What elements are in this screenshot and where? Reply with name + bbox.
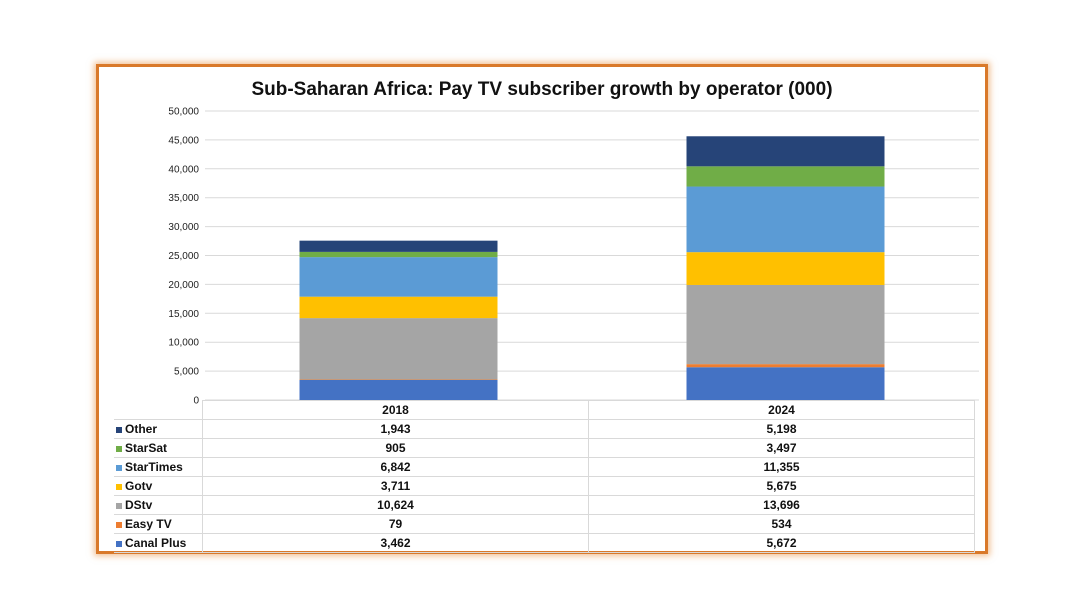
legend-key-dstv <box>116 502 122 509</box>
row-label-text: DStv <box>125 498 153 512</box>
data-table-header-row: 2018 2024 <box>114 400 975 420</box>
bar-segment-canal-plus-2024 <box>686 367 885 400</box>
y-tick-label: 15,000 <box>168 309 199 320</box>
data-table-row-starsat: StarSat 905 3,497 <box>114 438 975 458</box>
data-table-row-gotv: Gotv 3,711 5,675 <box>114 476 975 496</box>
row-label-canal-plus: Canal Plus <box>114 533 203 553</box>
row-label-text: Other <box>125 422 158 436</box>
y-tick-label: 0 <box>193 396 199 407</box>
data-table-row-other: Other 1,943 5,198 <box>114 419 975 439</box>
cell-other-2018: 1,943 <box>202 419 589 439</box>
y-tick-label: 35,000 <box>168 193 199 204</box>
y-tick-label: 50,000 <box>168 107 199 118</box>
row-label-text: StarSat <box>125 441 168 455</box>
data-table-row-canal-plus: Canal Plus 3,462 5,672 <box>114 533 975 553</box>
y-tick-label: 40,000 <box>168 164 199 175</box>
legend-key-startimes <box>116 464 122 471</box>
chart-frame: Sub-Saharan Africa: Pay TV subscriber gr… <box>96 64 988 554</box>
row-label-dstv: DStv <box>114 495 203 515</box>
cell-canal-plus-2018: 3,462 <box>202 533 589 553</box>
data-table-row-dstv: DStv 10,624 13,696 <box>114 495 975 515</box>
cell-starsat-2024: 3,497 <box>588 438 975 458</box>
legend-key-other <box>116 426 122 433</box>
y-tick-label: 45,000 <box>168 135 199 146</box>
stacked-bar-chart: 0 5,000 10,000 15,000 20,000 25,000 30,000 35,0… <box>168 107 979 407</box>
cell-easy-tv-2018: 79 <box>202 514 589 534</box>
cell-dstv-2018: 10,624 <box>202 495 589 515</box>
row-label-text: Easy TV <box>125 517 172 531</box>
row-label-startimes: StarTimes <box>114 457 203 477</box>
cell-starsat-2018: 905 <box>202 438 589 458</box>
cell-gotv-2018: 3,711 <box>202 476 589 496</box>
row-label-text: Canal Plus <box>125 536 187 550</box>
data-table: 2018 2024 Other 1,943 5,198 StarSat 905 … <box>114 400 975 553</box>
bar-segment-other-2018 <box>299 240 498 252</box>
bar-segment-dstv-2018 <box>299 318 498 380</box>
cell-other-2024: 5,198 <box>588 419 975 439</box>
legend-key-gotv <box>116 483 122 490</box>
y-tick-label: 5,000 <box>174 367 199 378</box>
y-tick-label: 25,000 <box>168 251 199 262</box>
legend-key-starsat <box>116 445 122 452</box>
bar-segment-startimes-2018 <box>299 257 498 297</box>
legend-key-canal-plus <box>116 540 122 547</box>
y-tick-label: 20,000 <box>168 280 199 291</box>
data-table-corner <box>114 401 203 420</box>
row-label-gotv: Gotv <box>114 476 203 496</box>
cell-canal-plus-2024: 5,672 <box>588 533 975 553</box>
cell-easy-tv-2024: 534 <box>588 514 975 534</box>
chart-title: Sub-Saharan Africa: Pay TV subscriber gr… <box>251 79 833 100</box>
legend-key-easy-tv <box>116 521 122 528</box>
bar-segment-canal-plus-2018 <box>299 379 498 400</box>
data-table-header-2018: 2018 <box>202 400 589 420</box>
y-tick-label: 30,000 <box>168 222 199 233</box>
cell-dstv-2024: 13,696 <box>588 495 975 515</box>
bar-segment-startimes-2024 <box>686 186 885 253</box>
bar-segment-starsat-2024 <box>686 166 885 187</box>
row-label-other: Other <box>114 419 203 439</box>
cell-gotv-2024: 5,675 <box>588 476 975 496</box>
data-table-row-startimes: StarTimes 6,842 11,355 <box>114 457 975 477</box>
row-label-text: Gotv <box>125 479 153 493</box>
bar-segment-gotv-2018 <box>299 296 498 319</box>
bar-segment-other-2024 <box>686 136 885 167</box>
bar-segment-gotv-2024 <box>686 252 885 285</box>
bar-segment-dstv-2024 <box>686 284 885 365</box>
row-label-text: StarTimes <box>125 460 183 474</box>
row-label-easy-tv: Easy TV <box>114 514 203 534</box>
bar-segment-starsat-2018 <box>299 251 498 258</box>
bar-segment-easy-tv-2024 <box>686 364 885 368</box>
cell-startimes-2018: 6,842 <box>202 457 589 477</box>
data-table-header-2024: 2024 <box>588 400 975 420</box>
data-table-row-easy-tv: Easy TV 79 534 <box>114 514 975 534</box>
cell-startimes-2024: 11,355 <box>588 457 975 477</box>
y-tick-label: 10,000 <box>168 338 199 349</box>
row-label-starsat: StarSat <box>114 438 203 458</box>
